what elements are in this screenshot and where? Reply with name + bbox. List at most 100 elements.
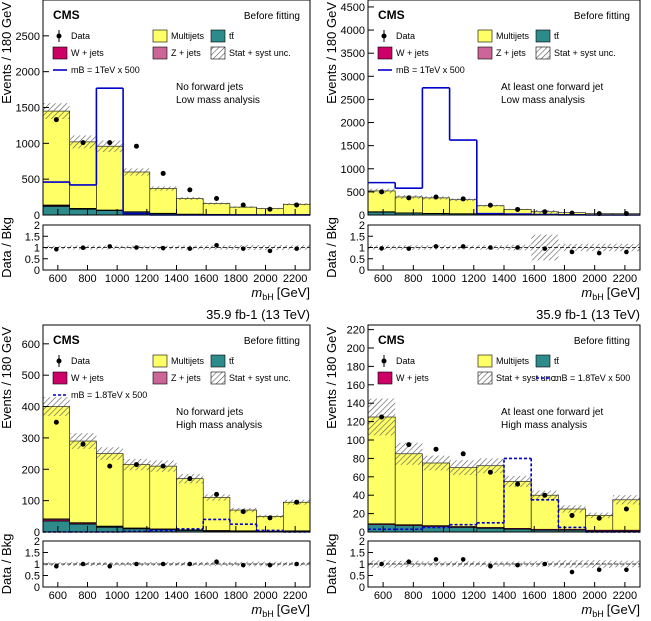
legend-label: Z + jets xyxy=(171,48,201,58)
legend-label: Data xyxy=(396,31,415,41)
x-label-symbol: m xyxy=(581,602,592,617)
ratio-y-tick-label: 0 xyxy=(34,582,40,594)
unc-band xyxy=(176,197,204,200)
y-axis-label: Events / 180 GeV xyxy=(324,327,339,429)
unc-band xyxy=(203,494,230,501)
stack-bar xyxy=(69,440,97,523)
legend-label: Z + jets xyxy=(171,373,201,383)
ratio-y-tick-label: 1.5 xyxy=(25,548,40,560)
unc-band xyxy=(476,458,504,474)
data-point xyxy=(214,491,220,497)
x-tick-label: 2000 xyxy=(253,273,277,285)
legend-label: W + jets xyxy=(71,373,104,383)
data-point xyxy=(80,441,86,447)
x-tick-label: 1800 xyxy=(224,590,248,602)
data-point xyxy=(596,515,602,521)
ratio-point xyxy=(160,245,166,251)
legend-swatch xyxy=(477,354,493,368)
stack-bar xyxy=(422,462,450,526)
ratio-y-axis-label: Data / Bkg xyxy=(0,534,14,595)
stack-bar xyxy=(149,465,177,530)
y-tick-label: 80 xyxy=(353,453,365,465)
unc-band xyxy=(96,140,124,152)
stack-bar xyxy=(42,206,71,216)
ratio-point xyxy=(267,248,273,254)
experiment-label: CMS xyxy=(53,333,80,347)
legend-swatch xyxy=(210,29,226,43)
experiment-label: CMS xyxy=(378,333,405,347)
legend-label: tt̄ xyxy=(554,356,560,366)
x-label-unit: [GeV] xyxy=(277,285,310,300)
ratio-point xyxy=(214,559,219,564)
annotation: At least one forward jet xyxy=(501,407,603,418)
data-point xyxy=(160,463,166,469)
stack-bar xyxy=(229,206,257,215)
ratio-point xyxy=(187,246,193,251)
x-tick-label: 800 xyxy=(404,590,422,602)
ratio-point xyxy=(433,557,439,562)
legend-swatch xyxy=(52,371,68,385)
x-label-unit: [GeV] xyxy=(607,602,640,617)
ratio-y-tick-label: 2 xyxy=(359,220,365,232)
ratio-unc-band xyxy=(203,561,230,567)
ratio-point xyxy=(433,244,439,249)
legend-label: Stat + syst unc. xyxy=(496,373,558,383)
ratio-point xyxy=(624,567,629,573)
annotation: High mass analysis xyxy=(176,420,262,431)
legend-label: Multijets xyxy=(171,31,205,41)
legend-label: tt̄ xyxy=(229,31,235,41)
x-tick-label: 2000 xyxy=(253,590,277,602)
x-tick-label: 1600 xyxy=(522,590,546,602)
experiment-label: CMS xyxy=(378,8,405,22)
x-tick-label: 1600 xyxy=(522,273,546,285)
experiment-label: CMS xyxy=(53,8,80,22)
ratio-point xyxy=(214,242,219,248)
data-point xyxy=(133,462,139,468)
ratio-point xyxy=(379,246,384,251)
x-axis-label: mbH [GeV] xyxy=(251,285,310,302)
ratio-y-tick-label: 1 xyxy=(34,559,40,571)
x-label-sub: bH xyxy=(592,292,604,302)
annotation: Low mass analysis xyxy=(176,95,260,106)
unc-band xyxy=(203,202,230,205)
stack-bar xyxy=(449,527,478,533)
legend-label: Data xyxy=(71,31,90,41)
data-point xyxy=(187,476,193,482)
ratio-point xyxy=(54,247,59,252)
stack-bar xyxy=(612,499,641,531)
ratio-y-tick-label: 0 xyxy=(359,582,365,594)
ratio-y-tick-label: 1.5 xyxy=(25,231,40,243)
y-tick-label: 1500 xyxy=(16,103,40,115)
stack-bar xyxy=(96,145,124,211)
ratio-unc-band xyxy=(395,560,423,568)
x-tick-label: 800 xyxy=(404,273,422,285)
legend-swatch xyxy=(210,354,226,368)
x-tick-label: 1800 xyxy=(552,590,576,602)
y-tick-label: 0 xyxy=(359,210,365,222)
ratio-point xyxy=(294,246,299,251)
unc-band xyxy=(43,397,70,416)
annotation: At least one forward jet xyxy=(501,82,603,93)
data-point xyxy=(542,209,548,215)
data-point xyxy=(569,210,575,216)
x-tick-label: 2200 xyxy=(283,590,307,602)
legend-swatch xyxy=(477,29,493,43)
y-tick-label: 160 xyxy=(347,380,365,392)
stack-bar xyxy=(422,526,450,533)
x-tick-label: 1200 xyxy=(462,590,486,602)
unc-band xyxy=(504,475,532,487)
y-tick-label: 0 xyxy=(34,527,40,539)
annotation: Low mass analysis xyxy=(501,95,585,106)
ratio-point xyxy=(460,557,466,562)
y-tick-label: 400 xyxy=(22,402,40,414)
legend-swatch xyxy=(152,46,168,60)
x-tick-label: 1200 xyxy=(135,273,159,285)
x-tick-label: 1800 xyxy=(224,273,248,285)
data-point xyxy=(569,512,575,518)
ratio-point xyxy=(624,249,629,255)
x-label-symbol: m xyxy=(251,285,262,300)
stack-bar xyxy=(122,464,151,529)
legend-swatch xyxy=(477,371,493,385)
y-tick-label: 4500 xyxy=(341,2,365,14)
